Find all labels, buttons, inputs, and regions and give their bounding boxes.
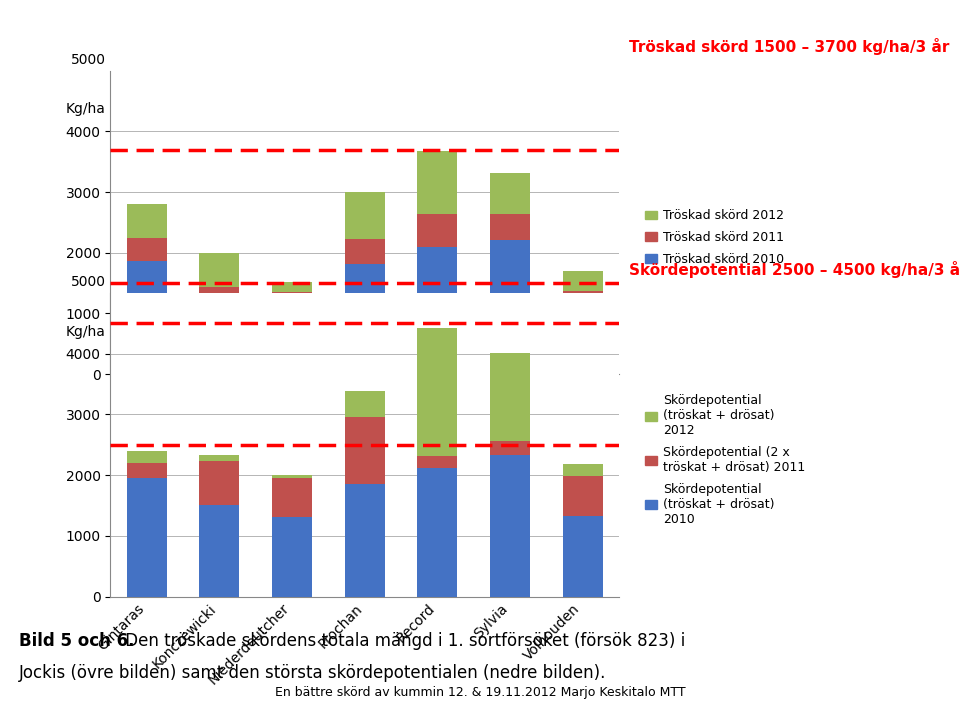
Bar (345, 192, 385, 239)
Bar (127, 463, 167, 478)
Text: Kg/ha: Kg/ha (65, 102, 106, 116)
Text: 5000: 5000 (71, 53, 106, 67)
Bar (200, 299, 239, 374)
Bar (418, 151, 458, 214)
Bar (272, 478, 312, 517)
Text: Skördepotential 2500 – 4500 kg/ha/3 år: Skördepotential 2500 – 4500 kg/ha/3 år (630, 261, 960, 277)
Text: 5000: 5000 (71, 275, 106, 289)
Bar (345, 390, 385, 417)
Text: Bild 5 och 6.: Bild 5 och 6. (19, 632, 134, 650)
Bar (563, 271, 603, 291)
Bar (127, 261, 167, 374)
Text: Den tröskade skördens totala mängd i 1. sortförsöket (försök 823) i: Den tröskade skördens totala mängd i 1. … (120, 632, 685, 650)
Bar (272, 292, 312, 311)
Bar (200, 287, 239, 299)
Bar (563, 309, 603, 374)
Bar (272, 517, 312, 597)
Bar (127, 451, 167, 463)
Text: En bättre skörd av kummin 12. & 19.11.2012 Marjo Keskitalo MTT: En bättre skörd av kummin 12. & 19.11.20… (275, 686, 685, 699)
Bar (272, 475, 312, 478)
Legend: Skördepotential
(tröskat + drösat)
2012, Skördepotential (2 x
tröskat + drösat) : Skördepotential (tröskat + drösat) 2012,… (639, 389, 810, 531)
Bar (345, 417, 385, 484)
Bar (418, 455, 458, 468)
Text: Kg/ha: Kg/ha (65, 325, 106, 339)
Bar (491, 441, 530, 455)
Bar (272, 311, 312, 374)
Bar (127, 238, 167, 261)
Bar (418, 246, 458, 374)
Bar (200, 461, 239, 505)
Bar (491, 214, 530, 240)
Bar (345, 264, 385, 374)
Bar (418, 214, 458, 246)
Bar (200, 505, 239, 597)
Bar (563, 516, 603, 597)
Bar (563, 476, 603, 516)
Bar (200, 253, 239, 287)
Text: Tröskad skörd 1500 – 3700 kg/ha/3 år: Tröskad skörd 1500 – 3700 kg/ha/3 år (630, 38, 949, 56)
Bar (418, 328, 458, 455)
Bar (200, 455, 239, 461)
Text: Jockis (övre bilden) samt den största skördepotentialen (nedre bilden).: Jockis (övre bilden) samt den största sk… (19, 664, 607, 681)
Bar (272, 282, 312, 292)
Bar (127, 204, 167, 238)
Bar (491, 240, 530, 374)
Bar (563, 464, 603, 476)
Bar (491, 353, 530, 441)
Bar (127, 478, 167, 597)
Bar (418, 468, 458, 597)
Legend: Tröskad skörd 2012, Tröskad skörd 2011, Tröskad skörd 2010: Tröskad skörd 2012, Tröskad skörd 2011, … (639, 204, 789, 271)
Bar (491, 455, 530, 597)
Bar (563, 291, 603, 309)
Bar (345, 484, 385, 597)
Bar (345, 239, 385, 264)
Bar (491, 173, 530, 214)
